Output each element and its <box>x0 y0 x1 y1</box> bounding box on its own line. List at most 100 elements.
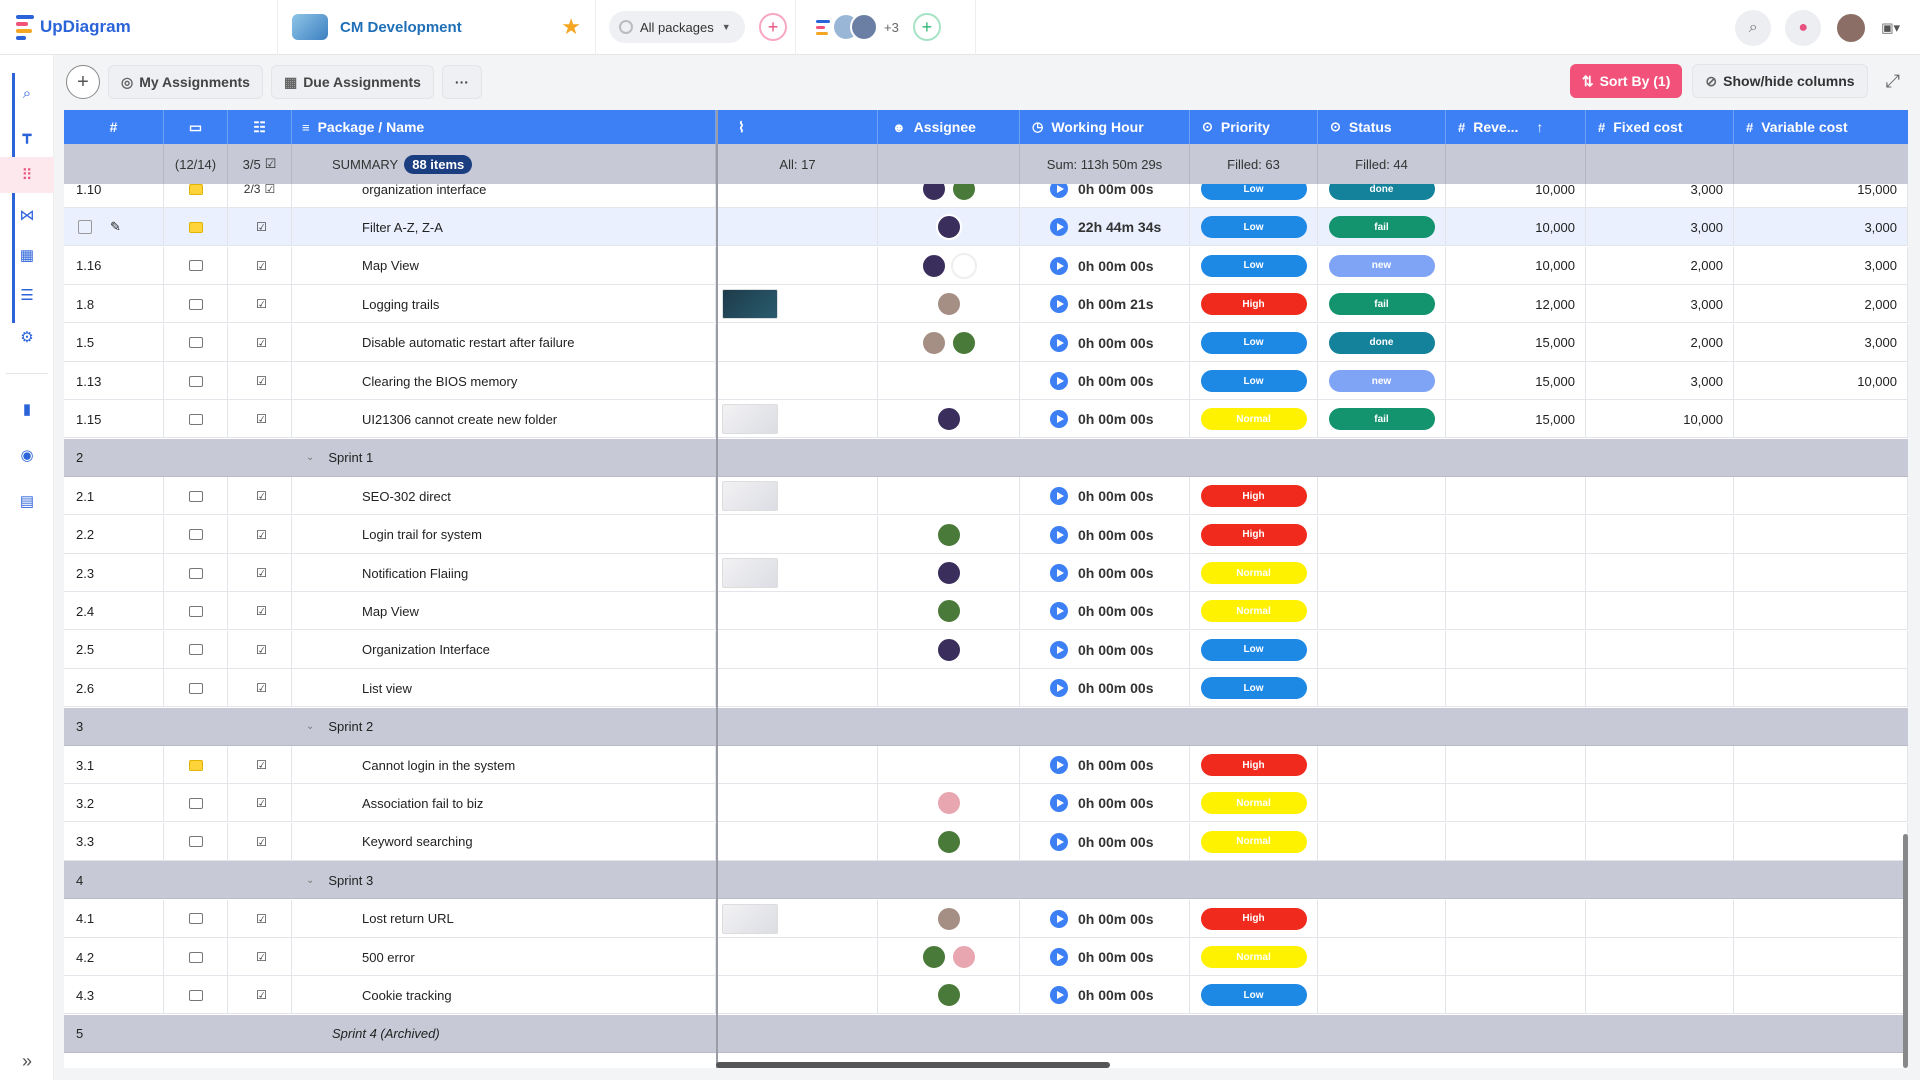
priority-badge[interactable]: Low <box>1200 638 1307 661</box>
show-hide-columns-button[interactable]: ⊘ Show/hide columns <box>1692 64 1868 98</box>
priority-badge[interactable]: High <box>1200 485 1307 508</box>
support-icon[interactable]: ◉ <box>20 447 34 464</box>
clipboard-icon[interactable]: ▤ <box>19 493 35 510</box>
group-row[interactable]: 5 Sprint 4 (Archived) <box>64 1014 1908 1053</box>
task-name[interactable]: Login trail for system <box>362 527 482 543</box>
play-icon[interactable] <box>1050 794 1068 813</box>
table-row[interactable]: 4.1 ☑ Lost return URL 0h 00m 00s High <box>64 899 1908 938</box>
member-avatar[interactable] <box>850 13 878 41</box>
play-icon[interactable] <box>1050 948 1068 966</box>
due-assignments-button[interactable]: ▦ Due Assignments <box>270 65 434 99</box>
col-header-num[interactable]: # <box>64 110 164 144</box>
assignee-avatar[interactable] <box>950 944 977 970</box>
check-icon[interactable]: ☑ <box>256 604 267 619</box>
check-icon[interactable]: ☑ <box>256 374 267 388</box>
task-name[interactable]: Map View <box>362 258 419 274</box>
priority-badge[interactable]: High <box>1200 754 1307 776</box>
group-row[interactable]: 4 ⌄ Sprint 3 <box>64 861 1908 900</box>
check-icon[interactable]: ☑ <box>256 335 267 350</box>
col-header-priority[interactable]: ⊙ Priority <box>1190 110 1318 144</box>
table-row[interactable]: 1.13 ☑ Clearing the BIOS memory 0h 00m 00s L… <box>64 362 1908 400</box>
task-name[interactable]: Organization Interface <box>362 642 490 658</box>
table-row[interactable]: 1.10 2/3 ☑ organization interface 0h 00m 00s… <box>64 184 1908 208</box>
task-name[interactable]: Filter A-Z, Z-A <box>362 219 443 235</box>
assignee-avatar[interactable] <box>920 184 947 202</box>
assignee-avatar[interactable] <box>935 636 962 663</box>
task-name[interactable]: Keyword searching <box>362 834 473 850</box>
task-name[interactable]: Cannot login in the system <box>362 757 516 773</box>
comment-icon[interactable] <box>188 759 203 771</box>
comment-icon[interactable] <box>188 375 203 387</box>
play-icon[interactable] <box>1050 986 1068 1005</box>
col-header-fixed-cost[interactable]: # Fixed cost <box>1586 110 1734 144</box>
priority-badge[interactable]: Normal <box>1200 792 1307 815</box>
table-row[interactable]: 2.2 ☑ Login trail for system 0h 00m 00s High <box>64 515 1908 554</box>
play-icon[interactable] <box>1050 756 1068 774</box>
task-name[interactable]: SEO-302 direct <box>362 488 451 504</box>
table-row[interactable]: 2.6 ☑ List view 0h 00m 00s Low <box>64 669 1908 708</box>
grid-icon[interactable]: ⠿ <box>0 157 54 193</box>
status-badge[interactable]: fail <box>1328 216 1435 239</box>
gear-icon[interactable]: ⚙ <box>20 329 34 346</box>
status-badge[interactable]: fail <box>1328 408 1435 431</box>
search-icon[interactable]: ⌕ <box>22 84 32 102</box>
play-icon[interactable] <box>1050 256 1068 275</box>
diagram-icon[interactable]: ⋈ <box>19 207 35 224</box>
table-row[interactable]: ✎ ☑ Filter A-Z, Z-A 22h 44m 34s Low fail 10,00… <box>64 208 1908 247</box>
frozen-column-divider[interactable] <box>716 110 718 1068</box>
assignee-avatar[interactable] <box>935 982 962 1009</box>
assignee-avatar[interactable] <box>950 184 977 202</box>
attachment-thumbnail[interactable] <box>722 404 778 435</box>
priority-badge[interactable]: High <box>1200 523 1307 546</box>
task-name[interactable]: organization interface <box>362 184 487 197</box>
check-icon[interactable]: ☑ <box>256 911 267 926</box>
col-header-comments[interactable]: ▭ <box>164 110 228 144</box>
assignee-avatar[interactable] <box>935 790 962 817</box>
status-badge[interactable]: done <box>1328 331 1435 354</box>
add-member-button[interactable]: + <box>912 13 941 41</box>
attachment-thumbnail[interactable] <box>722 903 778 934</box>
priority-badge[interactable]: Low <box>1200 370 1307 392</box>
comment-icon[interactable] <box>188 913 203 925</box>
assignee-avatar[interactable] <box>935 521 962 548</box>
task-name[interactable]: 500 error <box>362 949 415 965</box>
col-header-variable-cost[interactable]: # Variable cost <box>1734 110 1908 144</box>
play-icon[interactable] <box>1050 679 1068 698</box>
my-assignments-button[interactable]: ◎ My Assignments <box>108 65 263 99</box>
assignee-avatar[interactable] <box>935 598 962 625</box>
table-icon[interactable]: ▦ <box>19 247 35 264</box>
add-item-button[interactable]: + <box>66 65 100 99</box>
table-row[interactable]: 1.8 ☑ Logging trails 0h 00m 21s High fail 12,0… <box>64 285 1908 324</box>
chevron-down-icon[interactable]: ⌄ <box>306 874 315 886</box>
bell-icon[interactable]: ● <box>1785 9 1822 46</box>
assignee-avatar[interactable] <box>935 828 962 855</box>
task-name[interactable]: Cookie tracking <box>362 987 452 1003</box>
task-name[interactable]: Association fail to biz <box>362 795 484 811</box>
priority-badge[interactable]: Low <box>1200 216 1307 239</box>
play-icon[interactable] <box>1050 525 1068 544</box>
comment-icon[interactable] <box>188 184 203 195</box>
table-row[interactable]: 2.5 ☑ Organization Interface 0h 00m 00s Low <box>64 630 1908 669</box>
assignee-avatar[interactable] <box>950 329 977 356</box>
task-name[interactable]: UI21306 cannot create new folder <box>362 411 558 427</box>
priority-badge[interactable]: Low <box>1200 184 1307 200</box>
assignee-avatar[interactable] <box>935 291 962 318</box>
row-checkbox[interactable] <box>78 220 92 235</box>
table-row[interactable]: 3.2 ☑ Association fail to biz 0h 00m 00s Nor… <box>64 784 1908 823</box>
assignee-avatar[interactable] <box>950 252 977 279</box>
check-icon[interactable]: ☑ <box>256 796 267 811</box>
more-options-button[interactable]: ··· <box>441 65 482 99</box>
play-icon[interactable] <box>1050 832 1068 851</box>
app-logo[interactable]: UpDiagram <box>0 0 278 55</box>
play-icon[interactable] <box>1050 295 1068 314</box>
play-icon[interactable] <box>1050 218 1068 237</box>
col-header-attachments[interactable]: ⌇ <box>718 110 878 144</box>
check-icon[interactable]: ☑ <box>256 681 267 696</box>
priority-badge[interactable]: Low <box>1200 677 1307 700</box>
task-name[interactable]: Lost return URL <box>362 911 454 927</box>
status-badge[interactable]: fail <box>1328 293 1435 316</box>
edit-icon[interactable]: ✎ <box>110 219 121 235</box>
status-badge[interactable]: new <box>1328 254 1435 277</box>
check-icon[interactable]: ☑ <box>256 412 267 427</box>
comment-icon[interactable] <box>188 836 203 848</box>
